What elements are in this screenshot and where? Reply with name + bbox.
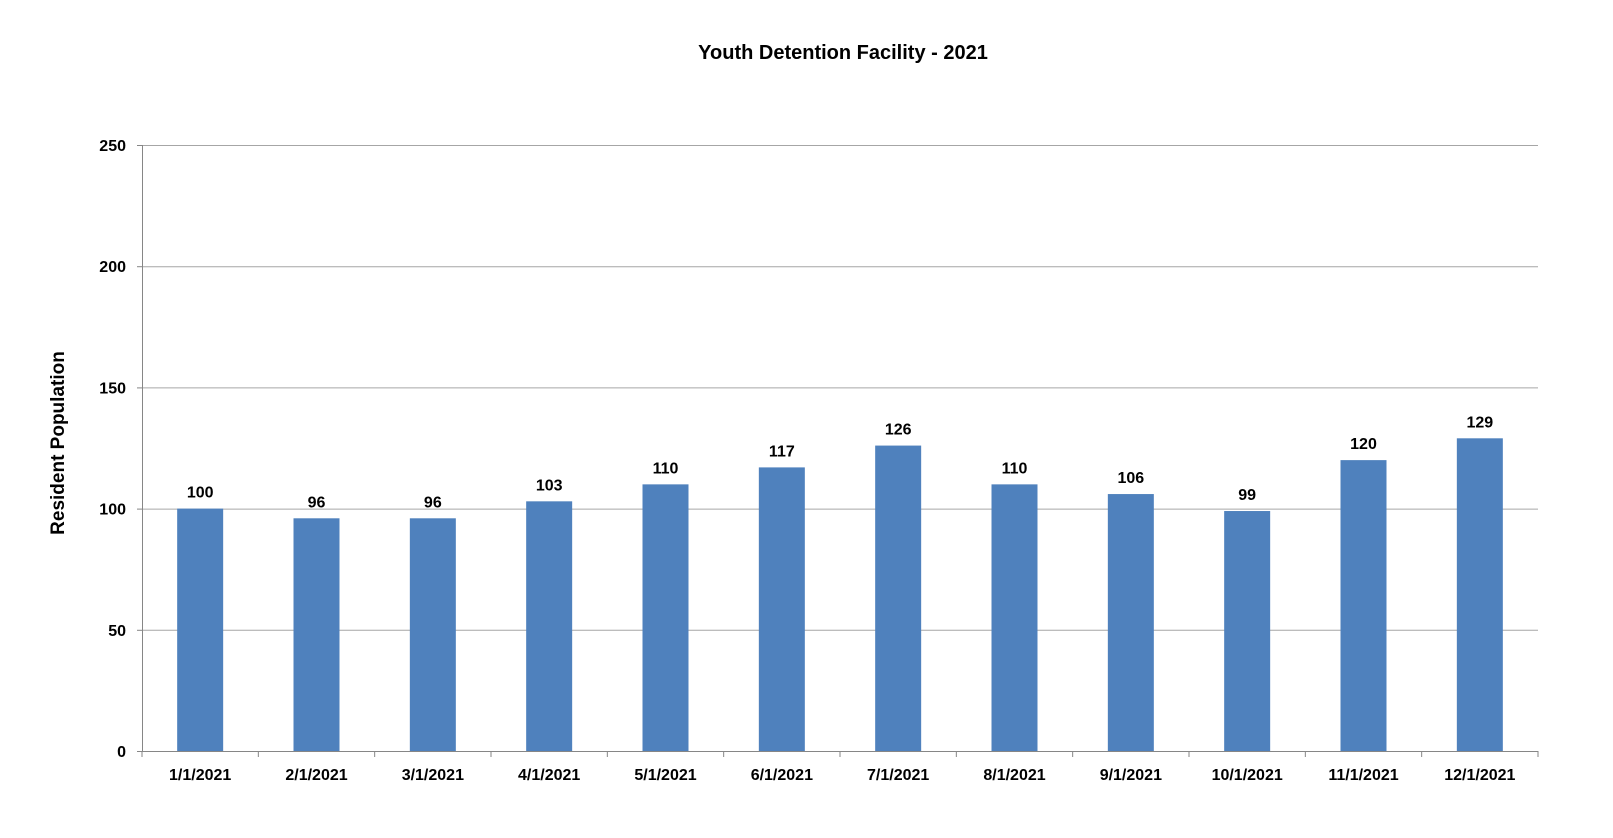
bar [526,501,573,751]
bar [642,484,689,751]
x-tick-label: 9/1/2021 [1100,767,1162,784]
bar [991,484,1038,751]
data-label: 99 [1238,487,1256,504]
data-label: 129 [1466,414,1493,431]
bar [1224,511,1271,751]
y-tick-label: 100 [99,502,126,519]
y-tick-label: 200 [99,259,126,276]
x-tick-label: 11/1/2021 [1328,767,1398,784]
x-tick-label: 1/1/2021 [169,767,231,784]
y-axis-label: Resident Population [48,351,69,535]
x-tick-label: 12/1/2021 [1444,767,1515,784]
x-tick-label: 8/1/2021 [983,767,1045,784]
bar [293,518,340,751]
bar [758,467,805,751]
x-tick-label: 2/1/2021 [285,767,347,784]
chart-title: Youth Detention Facility - 2021 [698,42,988,64]
data-label: 110 [653,460,679,477]
data-label: 117 [769,443,795,460]
bar [177,508,224,751]
y-tick-label: 50 [108,623,126,640]
data-label: 106 [1117,470,1144,487]
x-tick-label: 6/1/2021 [751,767,813,784]
x-tick-label: 3/1/2021 [402,767,464,784]
y-tick-label: 150 [99,380,126,397]
bar [409,518,456,751]
x-tick-label: 7/1/2021 [867,767,929,784]
bar [1340,460,1387,751]
data-label: 103 [536,477,563,494]
bar [875,445,922,751]
data-label: 126 [885,422,912,439]
x-tick-label: 10/1/2021 [1212,767,1283,784]
y-tick-label: 250 [99,138,126,155]
bar [1456,438,1503,751]
y-tick-label: 0 [117,744,126,761]
data-label: 100 [187,485,214,502]
data-label: 110 [1002,460,1028,477]
bar [1107,494,1154,751]
data-label: 120 [1350,436,1377,453]
data-label: 96 [308,494,326,511]
x-tick-label: 4/1/2021 [518,767,580,784]
data-label: 96 [424,494,442,511]
x-tick-label: 5/1/2021 [634,767,696,784]
